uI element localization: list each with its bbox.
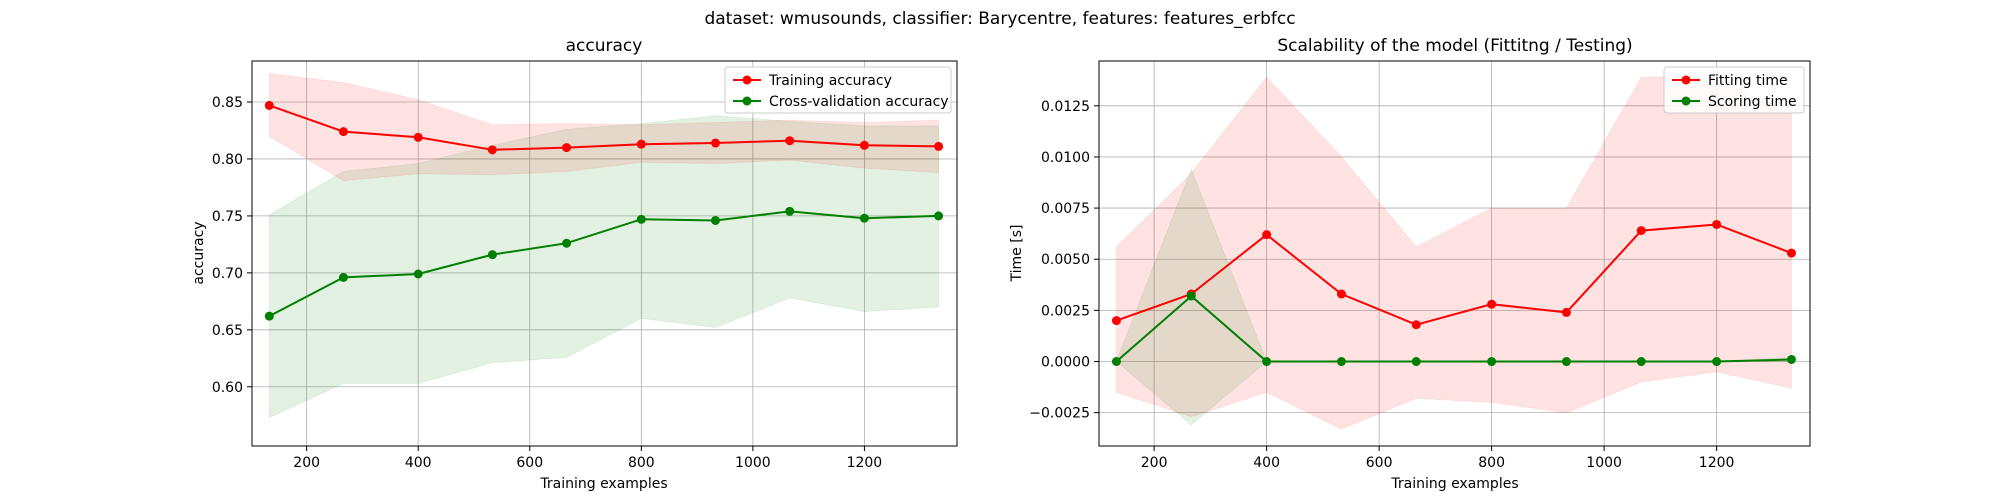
data-point [562, 143, 572, 153]
data-point [1111, 357, 1121, 367]
y-tick-label: 0.0025 [1041, 303, 1090, 319]
chart-title: Scalability of the model (Fittitng / Tes… [1277, 36, 1632, 56]
data-point [413, 269, 423, 279]
data-point [1712, 219, 1722, 229]
x-tick-label: 1000 [735, 455, 771, 471]
confidence-band [268, 72, 940, 182]
data-point [487, 250, 497, 260]
confidence-band [268, 115, 940, 419]
data-point [1786, 248, 1796, 258]
series-line [1115, 294, 1792, 363]
x-tick-label: 200 [1141, 455, 1168, 471]
figure-title: dataset: wmusounds, classifier: Barycent… [704, 9, 1295, 29]
y-tick-label: 0.80 [212, 152, 243, 168]
data-point [1487, 299, 1497, 309]
legend: Training accuracy Cross-validation accura… [724, 66, 952, 114]
legend-entry: Training accuracy [768, 73, 892, 89]
series-line [268, 210, 939, 317]
x-tick-label: 1200 [1699, 455, 1735, 471]
data-point [338, 127, 348, 137]
data-point [1487, 357, 1497, 367]
y-tick-label: 0.0050 [1041, 252, 1090, 268]
data-point [338, 272, 348, 282]
data-point [859, 140, 869, 150]
confidence-band [1115, 76, 1792, 430]
data-point [1636, 357, 1646, 367]
data-point [264, 311, 274, 321]
y-axis-label: Time [s] [1009, 225, 1025, 283]
y-tick-label: 0.75 [212, 209, 243, 225]
x-tick-label: 800 [1478, 455, 1505, 471]
series-line [1116, 223, 1792, 326]
data-point [264, 100, 274, 110]
data-point [1262, 230, 1272, 240]
y-tick-label: 0.0000 [1041, 355, 1090, 371]
data-point [413, 132, 423, 142]
y-tick-label: 0.0075 [1041, 201, 1090, 217]
data-point [710, 215, 720, 225]
y-tick-label: 0.0125 [1041, 99, 1090, 115]
legend-box [724, 66, 952, 114]
data-point [1561, 307, 1571, 317]
x-tick-label: 600 [516, 455, 543, 471]
x-tick-label: 1000 [1586, 455, 1622, 471]
x-axis-label: Training examples [1390, 476, 1518, 492]
data-point [636, 139, 646, 149]
data-point [785, 136, 795, 146]
data-point [859, 213, 869, 223]
data-point [934, 141, 944, 151]
data-point [934, 211, 944, 221]
data-point [1336, 357, 1346, 367]
legend-entry: Cross-validation accuracy [769, 94, 949, 110]
data-point [1111, 316, 1121, 326]
chart-title: accuracy [566, 36, 643, 56]
x-tick-label: 600 [1366, 455, 1393, 471]
data-point [636, 214, 646, 224]
data-point [487, 145, 497, 155]
data-point [562, 238, 572, 248]
data-point [1786, 354, 1796, 364]
x-tick-label: 400 [1253, 455, 1280, 471]
legend: Fitting time Scoring time [1663, 66, 1805, 114]
data-point [1411, 357, 1421, 367]
scalability-chart-panel: Scalability of the model (Fittitng / Tes… [1009, 36, 1811, 492]
data-point [1411, 320, 1421, 330]
data-point [710, 138, 720, 148]
axes-frame [251, 60, 958, 447]
data-point [1561, 357, 1571, 367]
data-point [1636, 226, 1646, 236]
legend-entry: Scoring time [1708, 94, 1797, 110]
accuracy-chart-panel: accuracy Training examples accuracy 200 4… [191, 36, 958, 492]
x-tick-label: 200 [293, 455, 320, 471]
data-point [1186, 291, 1196, 301]
legend-swatch-marker [742, 75, 752, 85]
axes-frame [1098, 60, 1811, 447]
y-tick-label: 0.0100 [1041, 150, 1090, 166]
legend-entry: Fitting time [1708, 73, 1788, 89]
y-tick-label: 0.70 [212, 266, 243, 282]
y-axis-label: accuracy [191, 221, 207, 284]
legend-swatch-marker [1681, 75, 1691, 85]
legend-swatch-marker [742, 96, 752, 106]
y-tick-label: 0.85 [212, 95, 243, 111]
legend-swatch-marker [1681, 96, 1691, 106]
data-point [1712, 357, 1722, 367]
y-tick-label: 0.60 [212, 380, 243, 396]
data-point [1336, 289, 1346, 299]
data-point [1262, 357, 1272, 367]
y-tick-label: 0.65 [212, 323, 243, 339]
x-tick-label: 400 [405, 455, 432, 471]
x-axis-label: Training examples [539, 476, 667, 492]
y-tick-label: −0.0025 [1029, 406, 1090, 422]
series-line [268, 104, 939, 151]
data-point [785, 206, 795, 216]
x-tick-label: 800 [628, 455, 655, 471]
x-tick-label: 1200 [847, 455, 883, 471]
